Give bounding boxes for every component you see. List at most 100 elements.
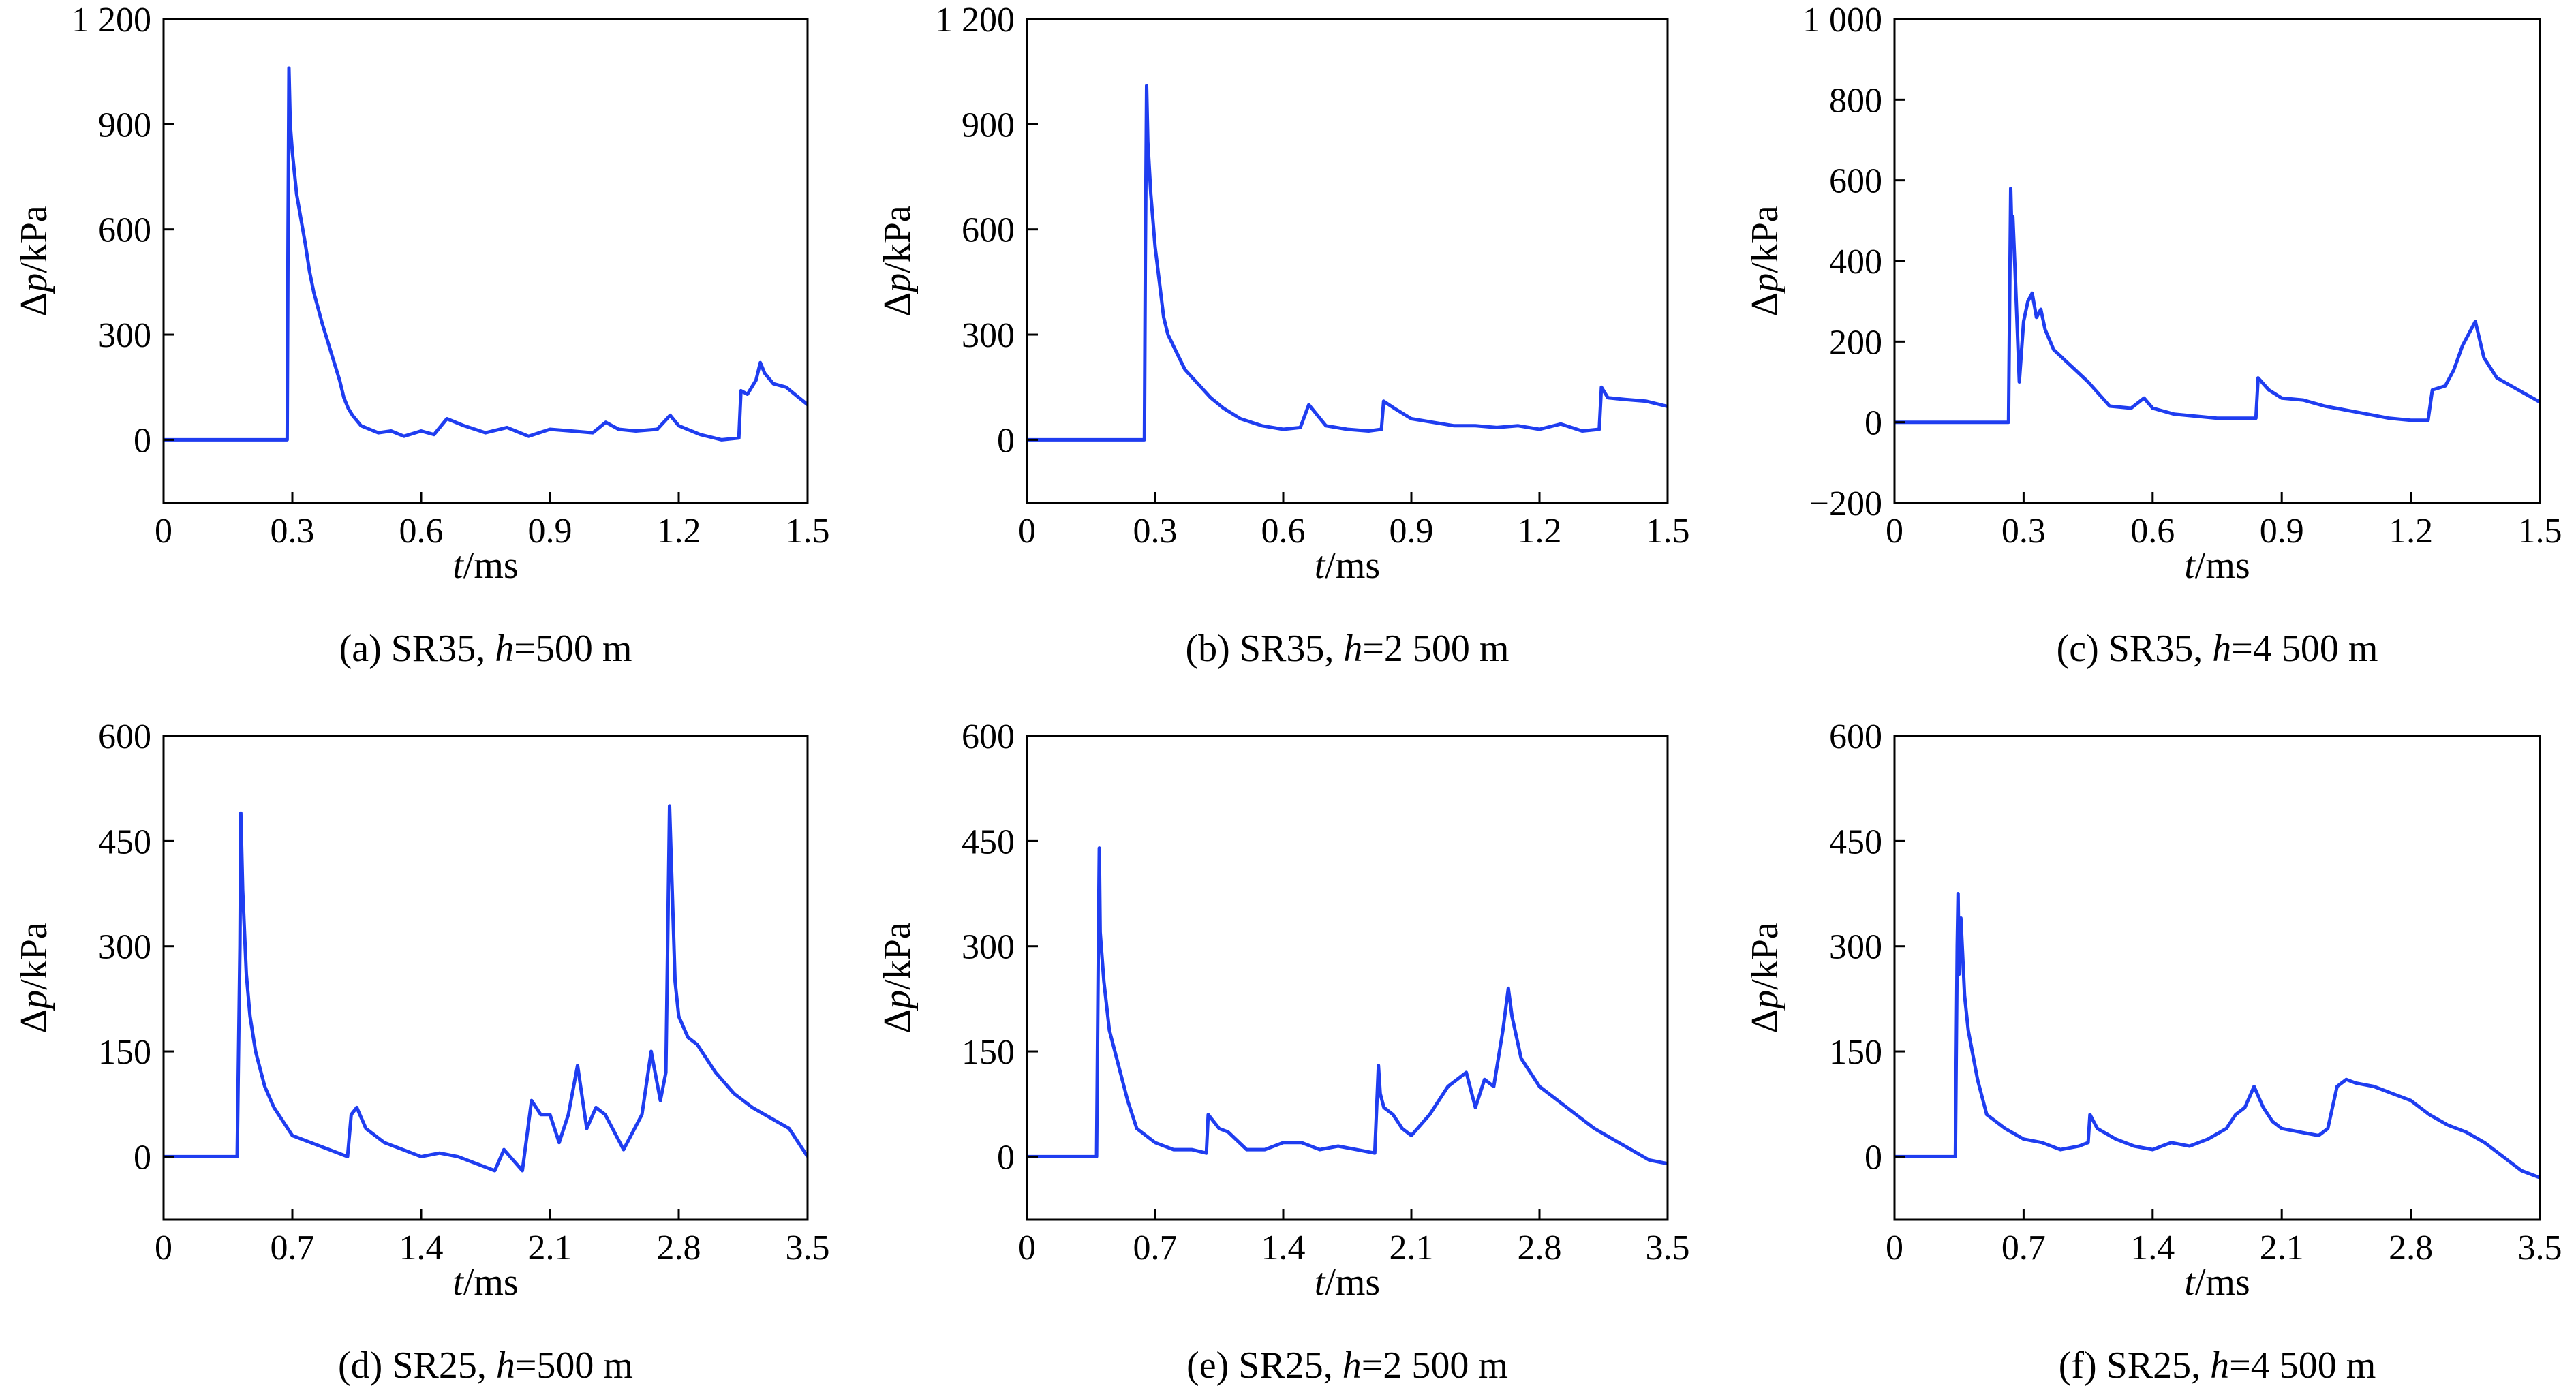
plot-frame <box>162 18 809 504</box>
y-tick-label: 600 <box>1829 162 1882 201</box>
x-axis-variable: t <box>2184 1261 2196 1304</box>
y-tick-label: 600 <box>1829 718 1882 756</box>
caption-suffix: =2 500 m <box>1362 1344 1508 1387</box>
x-tick-label: 0.6 <box>399 512 444 551</box>
y-axis-label: Δp/kPa <box>1744 205 1786 317</box>
x-tick-label: 0.7 <box>271 1229 315 1267</box>
y-tick-label: 1 200 <box>72 1 151 40</box>
y-axis-label: Δp/kPa <box>13 205 55 317</box>
x-tick-label: 0.7 <box>1133 1229 1178 1267</box>
y-axis-label: Δp/kPa <box>876 922 919 1034</box>
y-tick-label: 900 <box>98 106 151 144</box>
caption-variable: h <box>1343 628 1362 670</box>
series-line <box>1895 187 2540 425</box>
x-axis-label: t/ms <box>1315 1261 1380 1304</box>
caption-prefix: (f) SR25, <box>2059 1344 2210 1387</box>
y-tick-label: 150 <box>1829 1033 1882 1072</box>
x-tick-label: 2.8 <box>657 1229 701 1267</box>
y-axis-variable: p <box>13 273 55 295</box>
x-tick-label: 0.3 <box>2002 512 2046 551</box>
x-tick-label: 0.3 <box>1133 512 1178 551</box>
y-axis-unit: /kPa <box>13 205 55 273</box>
y-tick-label: 450 <box>962 822 1015 861</box>
y-tick-label: 300 <box>98 316 151 355</box>
y-tick-label: 1 000 <box>1803 1 1882 40</box>
x-tick-label: 1.4 <box>2130 1229 2175 1267</box>
chart-panel-2: 0 0.3 0.6 0.9 1.2 1.5 0 300 600 900 1 200 t/ms Δp/kP… <box>876 1 1690 670</box>
x-tick-label: 2.8 <box>2389 1229 2433 1267</box>
x-axis-variable: t <box>453 1261 464 1304</box>
y-axis-unit: /kPa <box>876 922 919 990</box>
x-axis-unit: /ms <box>1325 544 1380 587</box>
x-tick-label: 3.5 <box>1646 1229 1690 1267</box>
x-tick-label: 0.9 <box>528 512 572 551</box>
caption-variable: h <box>496 1344 515 1387</box>
y-axis-unit: /kPa <box>876 205 919 273</box>
x-tick-label: 0 <box>155 512 172 551</box>
y-tick-label: 0 <box>1865 404 1882 443</box>
y-tick-label: 200 <box>1829 323 1882 362</box>
y-tick-label: 600 <box>98 718 151 756</box>
y-tick-label: 400 <box>1829 243 1882 281</box>
panel-caption: (e) SR25, h=2 500 m <box>1186 1344 1508 1387</box>
y-tick-label: −200 <box>1809 484 1882 523</box>
x-tick-label: 0 <box>1018 512 1036 551</box>
x-tick-label: 0.7 <box>2002 1229 2046 1267</box>
y-axis-unit: /kPa <box>1744 205 1786 273</box>
panel-caption: (d) SR25, h=500 m <box>338 1344 633 1387</box>
series-line <box>164 66 808 442</box>
caption-suffix: =500 m <box>515 1344 633 1387</box>
y-tick-label: 0 <box>134 1138 151 1177</box>
chart-panel-1: 0 0.3 0.6 0.9 1.2 1.5 0 300 600 900 1 200 t/ms Δp/kP… <box>13 1 830 670</box>
y-tick-label: 300 <box>1829 928 1882 967</box>
x-axis-label: t/ms <box>2184 544 2250 587</box>
y-tick-label: 300 <box>962 316 1015 355</box>
panel-caption: (c) SR35, h=4 500 m <box>2057 628 2378 670</box>
y-tick-label: 150 <box>962 1033 1015 1072</box>
y-tick-label: 0 <box>1865 1138 1882 1177</box>
y-tick-label: 600 <box>98 211 151 250</box>
caption-variable: h <box>2212 628 2231 670</box>
y-tick-label: 600 <box>962 718 1015 756</box>
plot-frame <box>1026 18 1669 504</box>
y-axis-variable: p <box>1744 990 1786 1012</box>
y-axis-prefix: Δ <box>876 292 919 317</box>
x-tick-label: 0 <box>155 1229 172 1267</box>
y-axis-unit: /kPa <box>1744 922 1786 990</box>
x-axis-variable: t <box>1315 544 1326 587</box>
y-axis-unit: /kPa <box>13 922 55 990</box>
x-tick-label: 2.8 <box>1518 1229 1562 1267</box>
x-tick-label: 0.6 <box>2130 512 2175 551</box>
x-tick-label: 1.2 <box>1518 512 1562 551</box>
x-tick-label: 1.5 <box>2518 512 2562 551</box>
x-tick-label: 0 <box>1886 512 1903 551</box>
x-tick-label: 3.5 <box>786 1229 830 1267</box>
y-axis-variable: p <box>13 990 55 1012</box>
x-axis-variable: t <box>1315 1261 1326 1304</box>
y-axis-label: Δp/kPa <box>876 205 919 317</box>
x-tick-label: 1.2 <box>657 512 701 551</box>
y-tick-label: 300 <box>962 928 1015 967</box>
x-tick-label: 0.3 <box>271 512 315 551</box>
y-axis-variable: p <box>876 273 919 295</box>
x-axis-unit: /ms <box>463 544 519 587</box>
x-tick-label: 1.4 <box>1261 1229 1306 1267</box>
y-axis-label: Δp/kPa <box>1744 922 1786 1034</box>
series-line <box>1027 84 1668 442</box>
panel-caption: (f) SR25, h=4 500 m <box>2059 1344 2376 1387</box>
x-axis-label: t/ms <box>453 1261 518 1304</box>
caption-variable: h <box>2210 1344 2229 1387</box>
caption-suffix: =4 500 m <box>2229 1344 2376 1387</box>
caption-prefix: (a) SR35, <box>339 628 495 670</box>
chart-panel-4: 0 0.7 1.4 2.1 2.8 3.5 0 150 300 450 600 t/ms Δp/kPa (… <box>13 718 830 1387</box>
y-tick-label: 150 <box>98 1033 151 1072</box>
plot-frame <box>1026 735 1669 1221</box>
x-axis-label: t/ms <box>453 544 518 587</box>
panel-caption: (a) SR35, h=500 m <box>339 628 632 670</box>
x-tick-label: 3.5 <box>2518 1229 2562 1267</box>
y-tick-label: 450 <box>1829 822 1882 861</box>
plot-frame <box>1893 18 2541 504</box>
y-axis-prefix: Δ <box>13 1009 55 1034</box>
caption-suffix: =2 500 m <box>1362 628 1509 670</box>
